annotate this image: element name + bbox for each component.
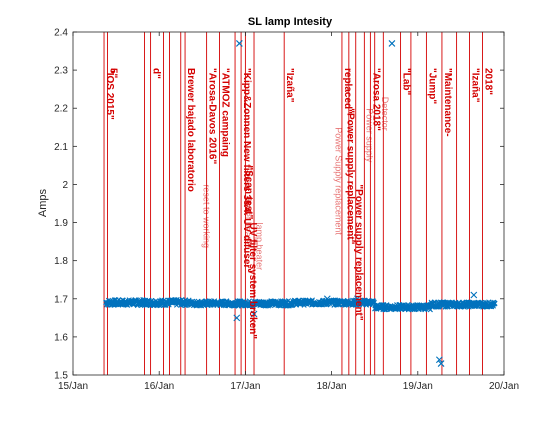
marker-stroke xyxy=(186,299,193,305)
faint-annotations: reset to working Reset heater lamp heater P… xyxy=(202,97,390,270)
marker-stroke xyxy=(434,304,440,310)
y-tick-label: 1.8 xyxy=(54,256,68,267)
event-label: 5" xyxy=(107,68,118,79)
data-point-outlier xyxy=(437,360,445,367)
data-point xyxy=(434,304,440,310)
event-label: "Jump" xyxy=(426,68,437,104)
y-tick-label: 1.5 xyxy=(54,371,68,382)
x-tick-label: 16/Jan xyxy=(144,381,174,392)
event-label: "Kipp&Zonnen New filters 3&4. UV difuser… xyxy=(241,68,252,273)
marker-stroke xyxy=(235,40,243,47)
faint-event-label: reset to working xyxy=(202,184,212,248)
event-label: UV filter system broken" xyxy=(247,223,258,340)
data-point-outlier xyxy=(233,314,241,322)
y-axis: 1.5 1.6 1.7 1.8 1.9 2 2.1 2.2 2.3 2.4 xyxy=(54,28,504,382)
marker-stroke xyxy=(220,298,226,304)
marker-stroke xyxy=(437,360,445,367)
event-label: "Arosa 2018" xyxy=(370,68,381,131)
data-point-outlier xyxy=(250,310,258,318)
y-tick-label: 2.4 xyxy=(54,28,68,39)
y-tick-label: 1.6 xyxy=(54,332,68,343)
event-label: "Maintenance- xyxy=(442,68,453,137)
y-axis-label: Amps xyxy=(37,188,49,217)
event-label: "Power supply replacement" xyxy=(353,184,364,320)
chart-title: SL lamp Intesity xyxy=(248,16,333,28)
data-points xyxy=(103,40,498,367)
faint-event-label: Detector xyxy=(380,97,390,131)
y-tick-label: 2 xyxy=(62,180,68,191)
data-point-outlier xyxy=(354,295,361,303)
x-tick-label: 17/Jan xyxy=(230,381,260,392)
data-point-outlier xyxy=(235,40,243,47)
marker-stroke xyxy=(159,297,165,303)
faint-event-label: Power Supply replacement xyxy=(334,127,344,235)
marker-stroke xyxy=(323,295,331,303)
x-tick-label: 20/Jan xyxy=(489,381,519,392)
event-label: Brewer bajado laboratorio xyxy=(185,68,196,192)
y-tick-label: 1.7 xyxy=(54,294,68,305)
event-label: d" xyxy=(151,68,162,79)
event-label: "Lab" xyxy=(401,68,412,96)
marker-stroke xyxy=(198,298,204,305)
x-tick-label: 15/Jan xyxy=(58,381,88,392)
marker-stroke xyxy=(492,300,498,306)
x-tick-label: 19/Jan xyxy=(403,381,433,392)
marker-stroke xyxy=(470,291,478,299)
marker-stroke xyxy=(141,297,147,303)
y-tick-label: 2.2 xyxy=(54,104,68,115)
event-label: "ATMOZ campaing xyxy=(220,68,231,157)
marker-stroke xyxy=(435,356,443,364)
x-axis: 15/Jan 16/Jan 17/Jan 18/Jan 19/Jan 20/Jan xyxy=(58,32,519,392)
marker-stroke xyxy=(309,297,315,303)
marker-stroke xyxy=(354,295,361,303)
event-lines xyxy=(103,32,483,375)
marker-stroke xyxy=(388,40,396,47)
y-tick-label: 2.1 xyxy=(54,142,68,153)
event-label: "Scan test" xyxy=(243,165,254,219)
faint-event-label: Power supply xyxy=(365,108,375,163)
data-point-outlier xyxy=(388,40,396,47)
data-point xyxy=(492,300,498,306)
y-tick-label: 2.3 xyxy=(54,66,68,77)
event-label: "Izaña" xyxy=(470,68,481,103)
event-label: "Arosa-Davos 2016" xyxy=(207,68,218,164)
data-point-outlier xyxy=(323,295,331,303)
event-label: "Power supply replacement" xyxy=(345,108,356,244)
marker-stroke xyxy=(305,298,311,304)
x-tick-label: 18/Jan xyxy=(317,381,347,392)
faint-event-label: Reset heater xyxy=(243,196,253,248)
plot-frame xyxy=(72,31,505,376)
data-point-outlier xyxy=(435,356,443,364)
event-labels: "IOS 2015"5" d" Brewer bajado laboratorio "… xyxy=(104,68,493,339)
marker-stroke xyxy=(233,314,241,322)
marker-stroke xyxy=(250,310,258,318)
y-tick-label: 1.9 xyxy=(54,218,68,229)
event-label: 2018" xyxy=(482,68,493,95)
event-label: "IOS 2015" xyxy=(104,68,115,120)
event-label: replaced" xyxy=(342,68,353,114)
marker-stroke xyxy=(405,302,411,308)
data-point-outlier xyxy=(470,291,478,299)
event-label: "Izaña" xyxy=(284,68,295,103)
faint-event-label: lamp heater xyxy=(254,223,264,271)
